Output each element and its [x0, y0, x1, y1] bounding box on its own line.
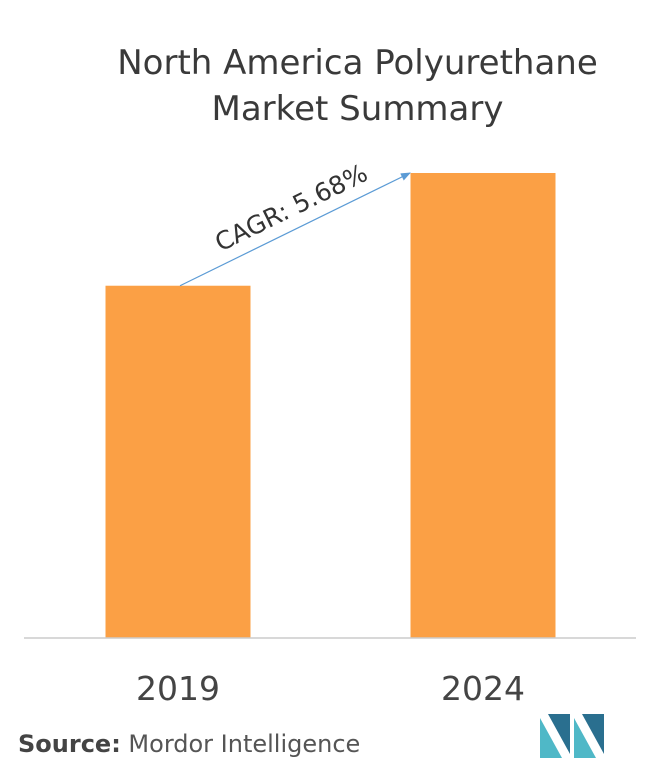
x-tick-label-2024: 2024 [441, 669, 525, 708]
source-note: Source: Mordor Intelligence [18, 730, 360, 758]
bar-2019 [105, 285, 251, 638]
mordor-intelligence-logo-icon [540, 714, 604, 758]
x-tick-label-2019: 2019 [136, 669, 220, 708]
cagr-annotation: CAGR: 5.68% [210, 158, 372, 257]
bar-2024 [410, 173, 556, 638]
cagr-arrow [179, 172, 411, 287]
bar-chart: 2019 2024 CAGR: 5.68% [24, 158, 636, 708]
chart-title-line-2: Market Summary [211, 89, 504, 129]
source-label: Source: [18, 730, 121, 758]
source-text: Mordor Intelligence [120, 730, 361, 758]
chart-title: North America Polyurethane Market Summar… [0, 40, 658, 132]
chart-title-line-1: North America Polyurethane [117, 43, 598, 83]
